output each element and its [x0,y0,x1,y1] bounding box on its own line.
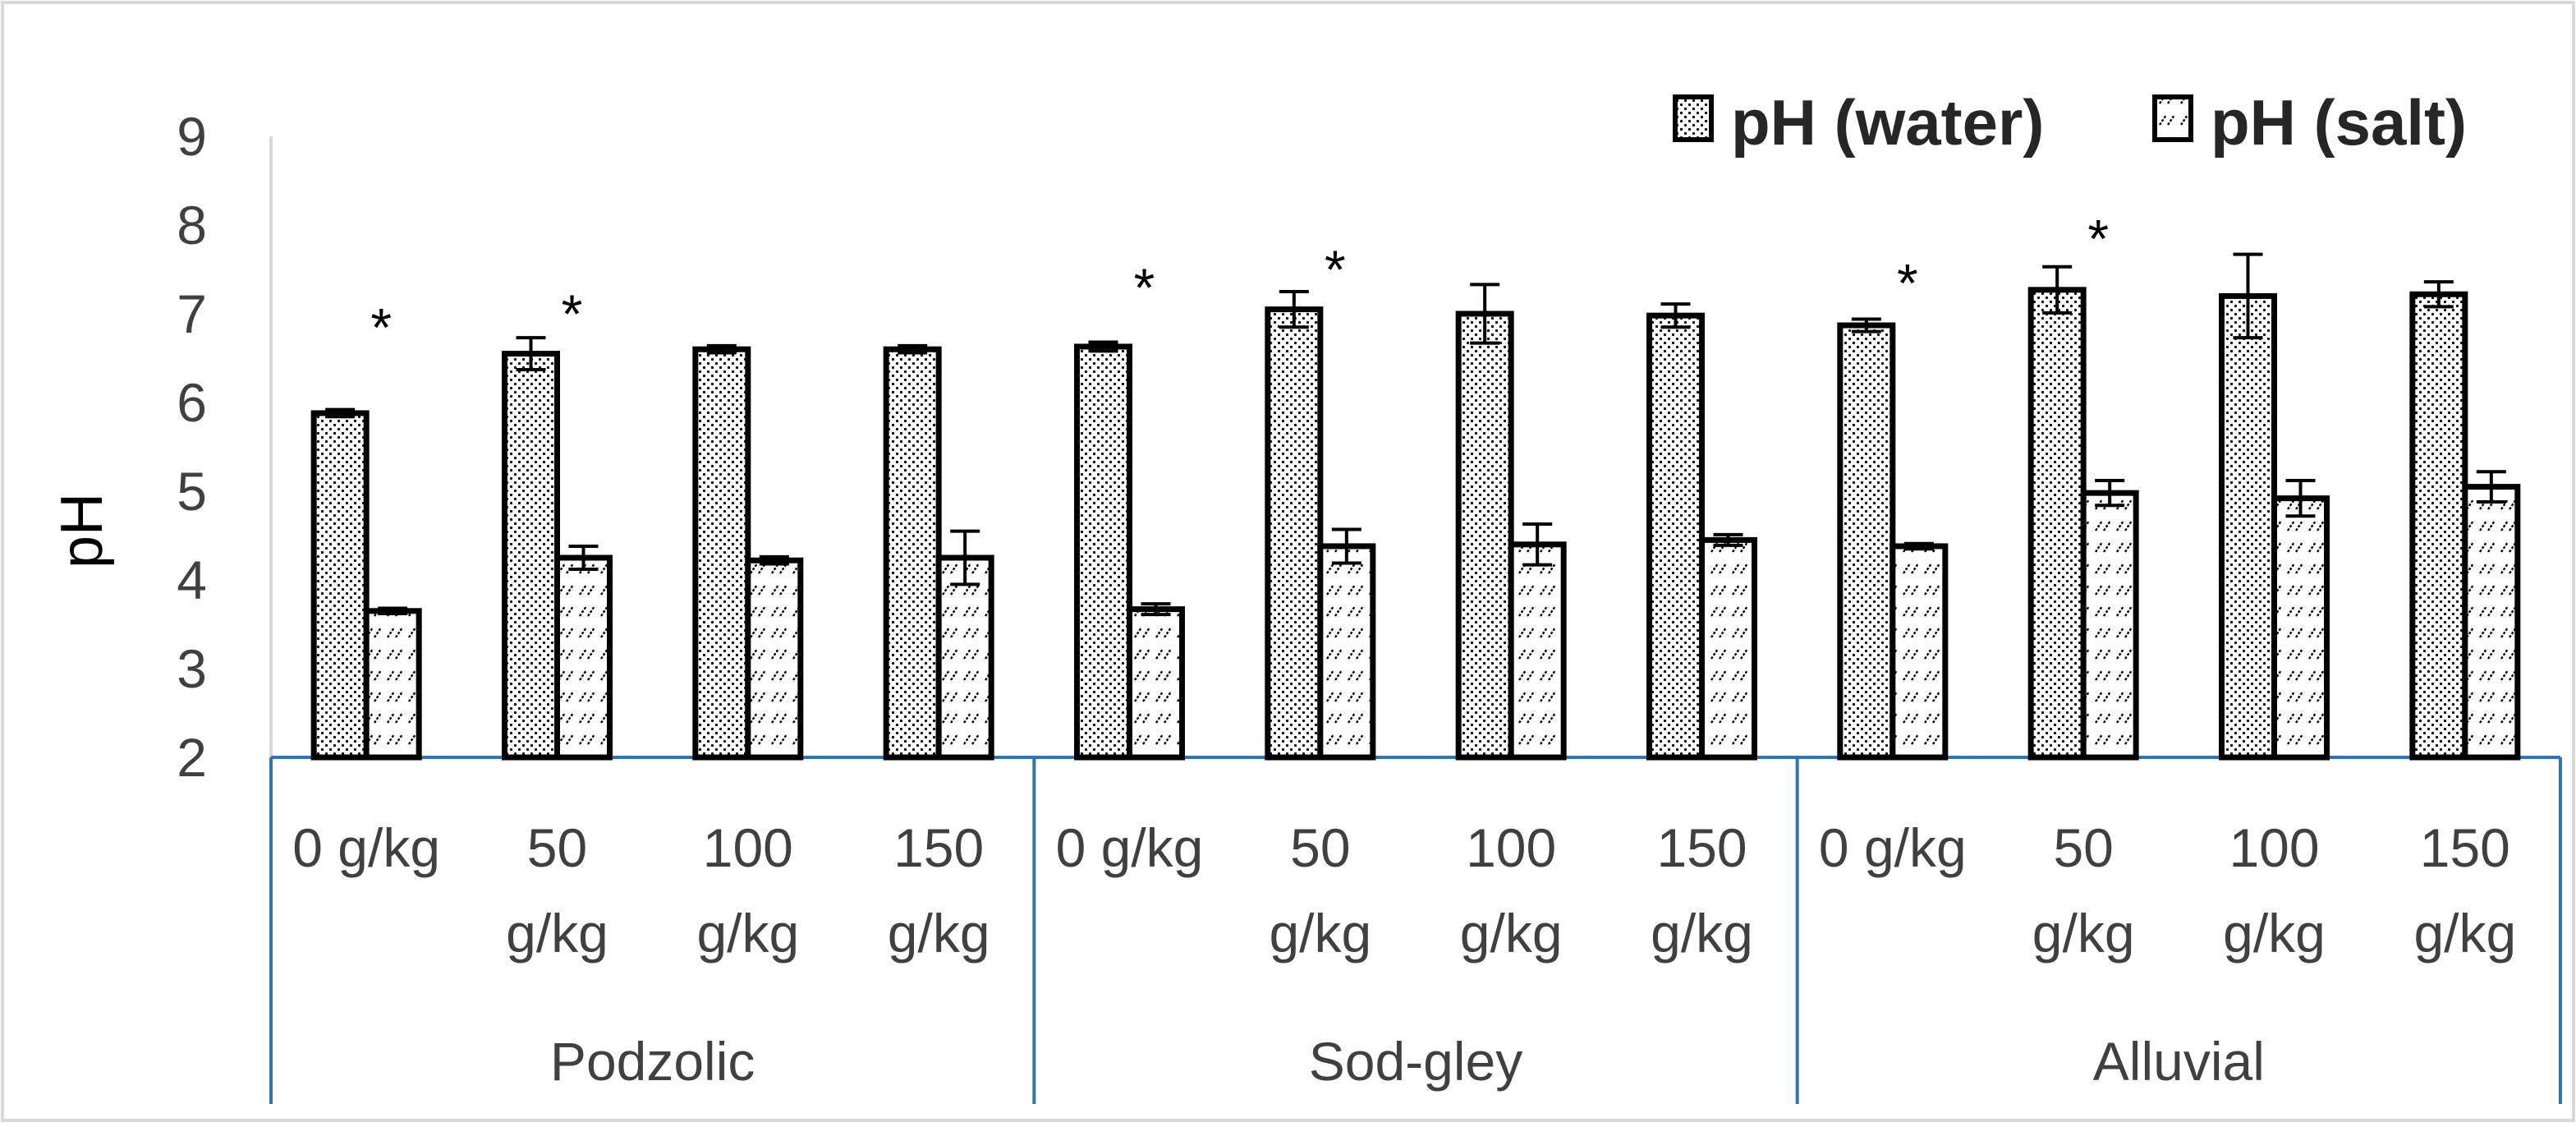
bar-ph-water [2409,291,2468,761]
y-tick-label: 8 [177,195,207,255]
bar-ph-salt [554,554,613,761]
bar-ph-water [2027,287,2087,761]
bar-ph-water [1646,312,1705,761]
group-label: Alluvial [2093,1031,2265,1092]
category-label: g/kg [696,903,799,964]
group-label: Sod-gley [1309,1031,1523,1092]
category-label: 100 [703,817,793,878]
category-label: 150 [2420,817,2510,878]
category-label: g/kg [1269,903,1371,964]
category-label: 0 g/kg [1819,817,1967,878]
bar-ph-salt [2080,490,2139,761]
category-label: g/kg [1651,903,1753,964]
bar-ph-water [310,410,370,761]
y-tick-label: 7 [177,283,207,344]
legend-swatch-salt [2152,94,2193,142]
y-tick-label: 2 [177,727,207,788]
category-label: 50 [527,817,587,878]
bar-ph-water [692,346,751,761]
bar-ph-salt [1127,606,1185,761]
significance-star: * [1134,257,1155,318]
bar-ph-salt [2271,495,2330,761]
bar-ph-water [2219,292,2277,761]
y-axis-ticks: 2 3 4 5 6 7 8 9 [177,106,207,788]
legend-label-salt: pH (salt) [2211,86,2467,159]
category-label: g/kg [2032,903,2135,964]
error-bars [325,252,2506,617]
category-label: 0 g/kg [1056,817,1204,878]
y-tick-label: 5 [177,461,207,522]
y-tick-label: 6 [177,372,207,433]
y-tick-label: 3 [177,638,207,699]
significance-star: * [370,297,392,357]
axes [269,136,2562,1104]
significance-markers: * * * * * * [370,208,2109,357]
bar-ph-salt [2462,484,2521,761]
category-label: 150 [1656,817,1747,878]
category-label: 150 [893,817,984,878]
bar-ph-salt [745,557,804,761]
legend: pH (water) pH (salt) [1673,86,2467,159]
bar-ph-water [502,351,560,761]
significance-star: * [1897,252,1918,313]
bar-ph-water [1455,310,1514,761]
bar-ph-salt [1699,536,1757,761]
bar-ph-water [1837,322,1896,761]
bar-ph-salt [1317,543,1376,761]
legend-swatch-water [1673,94,1714,142]
bar-ph-water [1074,343,1132,761]
category-label: g/kg [506,903,608,964]
y-tick-label: 4 [177,550,207,610]
category-label: 100 [1466,817,1556,878]
legend-label-water: pH (water) [1731,86,2044,159]
significance-star: * [2087,208,2109,269]
bar-ph-salt [1508,541,1567,761]
bar-ph-water [883,346,942,761]
category-label: g/kg [1460,903,1563,964]
y-tick-label: 9 [177,106,207,167]
category-label: g/kg [888,903,990,964]
bar-ph-salt [363,608,422,761]
category-label: 0 g/kg [292,817,440,878]
category-label: g/kg [2413,903,2516,964]
significance-star: * [1325,239,1346,300]
category-label: 100 [2229,817,2319,878]
x-axis-labels: 0 g/kg 50 g/kg 100 g/kg 150 g/kg Podzolic 0 g/kg… [292,817,2516,1092]
significance-star: * [562,283,583,344]
category-label: 50 [2053,817,2113,878]
category-label: 50 [1290,817,1350,878]
bar-ph-salt [935,554,994,761]
bar-ph-water [1265,306,1324,761]
category-label: g/kg [2223,903,2326,964]
bar-ph-salt [1890,543,1949,761]
group-label: Podzolic [550,1031,755,1092]
y-axis-title: pH [49,493,115,568]
